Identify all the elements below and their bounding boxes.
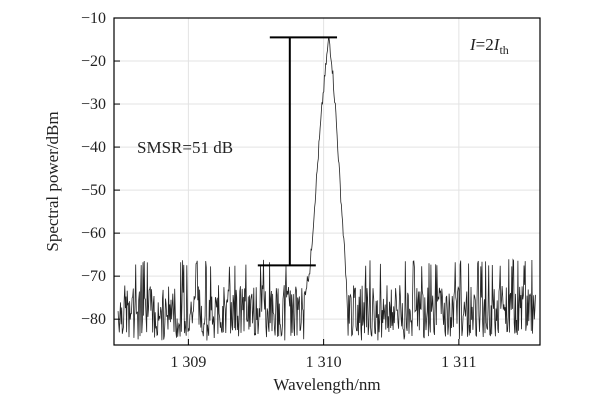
y-tick-label: −20 xyxy=(81,53,106,70)
smsr-label: SMSR=51 dB xyxy=(137,138,233,157)
condition-I-th: I xyxy=(493,35,501,54)
grid-lines xyxy=(114,17,540,345)
y-tick-label: −50 xyxy=(81,182,106,199)
y-tick-label: −60 xyxy=(81,225,106,242)
y-tick-label: −40 xyxy=(81,139,106,156)
plot-area xyxy=(117,36,536,341)
condition-label: I=2Ith xyxy=(469,35,509,57)
plot-frame xyxy=(113,17,541,346)
condition-subscript: th xyxy=(499,43,508,57)
y-tick-label: −80 xyxy=(81,311,106,328)
y-tick-label: −10 xyxy=(81,10,106,27)
x-axis-label: Wavelength/nm xyxy=(273,375,380,394)
x-tick-label: 1 310 xyxy=(306,354,342,371)
axis-ticks: −10 −20 −30 −40 −50 −60 −70 −80 1 309 1 310 1 311 xyxy=(81,10,477,371)
y-axis-label: Spectral power/dBm xyxy=(43,111,62,251)
x-tick-label: 1 309 xyxy=(170,354,206,371)
condition-I: I xyxy=(469,35,477,54)
y-tick-label: −70 xyxy=(81,268,106,285)
y-tick-label: −30 xyxy=(81,96,106,113)
x-tick-label: 1 311 xyxy=(441,354,476,371)
condition-eq: =2 xyxy=(476,35,494,54)
spectrum-line xyxy=(117,36,536,341)
smsr-annotation xyxy=(257,36,338,267)
